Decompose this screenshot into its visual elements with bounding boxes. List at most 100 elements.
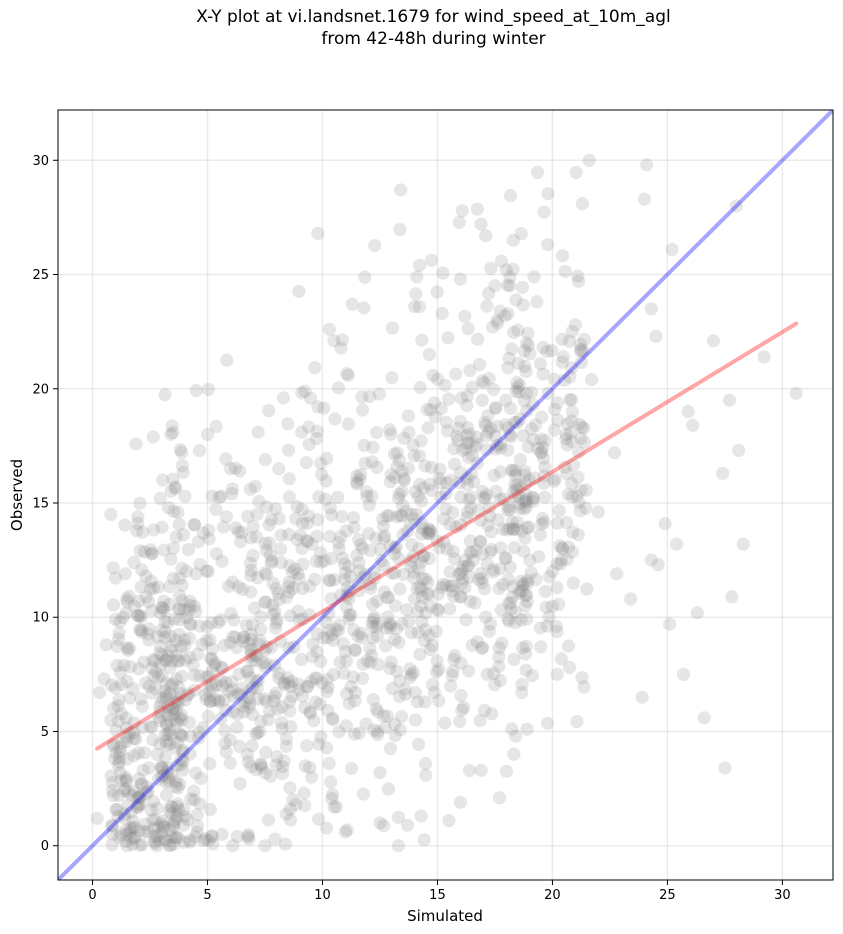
data-point xyxy=(457,700,471,715)
data-point xyxy=(507,416,522,430)
data-point xyxy=(432,603,446,618)
data-point xyxy=(112,626,126,640)
data-point xyxy=(520,520,534,535)
data-point xyxy=(363,656,377,670)
data-point xyxy=(110,639,124,653)
data-point xyxy=(176,528,191,542)
data-point xyxy=(393,674,407,688)
data-point xyxy=(550,396,564,410)
data-point xyxy=(453,414,467,428)
data-point xyxy=(171,654,185,668)
data-point xyxy=(420,402,434,417)
data-point xyxy=(187,518,202,532)
data-point xyxy=(312,812,326,826)
y-tick-label: 15 xyxy=(32,496,49,511)
data-point xyxy=(311,400,325,414)
one-to-one-line xyxy=(58,110,833,880)
data-point xyxy=(170,716,184,730)
data-point xyxy=(340,367,354,381)
data-point xyxy=(436,266,450,280)
data-point xyxy=(437,512,451,526)
data-point xyxy=(115,736,130,750)
data-point xyxy=(296,612,310,626)
data-point xyxy=(186,658,200,672)
data-point xyxy=(123,660,137,674)
data-point xyxy=(352,556,366,570)
data-point xyxy=(127,726,141,740)
data-point xyxy=(571,470,585,484)
data-point xyxy=(283,781,297,795)
data-point xyxy=(134,580,148,594)
data-point xyxy=(151,710,166,724)
data-point xyxy=(143,720,157,734)
data-point xyxy=(525,669,539,683)
data-point xyxy=(421,575,435,590)
data-point xyxy=(512,385,526,399)
data-point xyxy=(107,701,121,716)
data-point xyxy=(283,559,297,573)
data-point xyxy=(208,656,222,670)
data-point xyxy=(352,577,366,591)
data-point xyxy=(254,758,268,772)
data-point xyxy=(118,782,132,796)
data-point xyxy=(454,656,468,670)
data-point xyxy=(326,788,340,802)
data-point xyxy=(512,586,526,600)
data-point xyxy=(473,713,487,728)
data-point xyxy=(516,298,530,312)
data-point xyxy=(572,495,586,509)
data-point xyxy=(566,525,580,539)
data-point xyxy=(331,624,345,638)
data-point xyxy=(244,760,258,774)
data-point xyxy=(414,494,428,508)
data-point xyxy=(137,655,151,669)
data-point xyxy=(249,727,263,741)
data-point xyxy=(434,402,448,416)
data-point xyxy=(134,623,148,637)
data-point xyxy=(120,641,134,655)
data-point xyxy=(106,827,120,841)
data-point xyxy=(498,551,512,565)
data-point xyxy=(366,597,380,612)
data-point xyxy=(508,729,523,743)
data-point xyxy=(174,728,188,742)
data-point xyxy=(492,641,506,655)
data-point xyxy=(407,449,421,463)
data-point xyxy=(159,653,173,667)
data-point xyxy=(297,786,311,800)
data-point xyxy=(394,183,408,197)
data-point xyxy=(314,456,328,470)
data-point xyxy=(152,833,166,848)
data-point xyxy=(324,592,338,606)
data-point xyxy=(501,278,515,292)
data-point xyxy=(155,761,169,776)
data-point xyxy=(388,471,402,485)
data-point xyxy=(450,429,464,443)
data-point xyxy=(381,782,396,796)
data-point xyxy=(148,653,162,667)
data-point xyxy=(132,662,146,676)
x-tick-label: 10 xyxy=(314,888,331,903)
data-point xyxy=(150,829,164,843)
data-point xyxy=(481,409,495,423)
data-point xyxy=(697,711,711,725)
data-point xyxy=(519,639,533,653)
data-point xyxy=(517,502,531,516)
data-point xyxy=(196,721,210,735)
data-point xyxy=(172,589,187,603)
data-point xyxy=(340,687,354,701)
data-point xyxy=(396,528,410,542)
data-point xyxy=(360,654,374,668)
data-point xyxy=(199,564,213,578)
data-point xyxy=(510,381,525,395)
data-point xyxy=(332,725,346,739)
data-point xyxy=(405,538,419,552)
data-point xyxy=(508,464,523,478)
data-point xyxy=(554,652,569,666)
data-point xyxy=(310,424,324,438)
data-point xyxy=(228,461,242,475)
data-point xyxy=(129,732,143,746)
data-point xyxy=(160,738,174,752)
data-point xyxy=(286,565,300,579)
